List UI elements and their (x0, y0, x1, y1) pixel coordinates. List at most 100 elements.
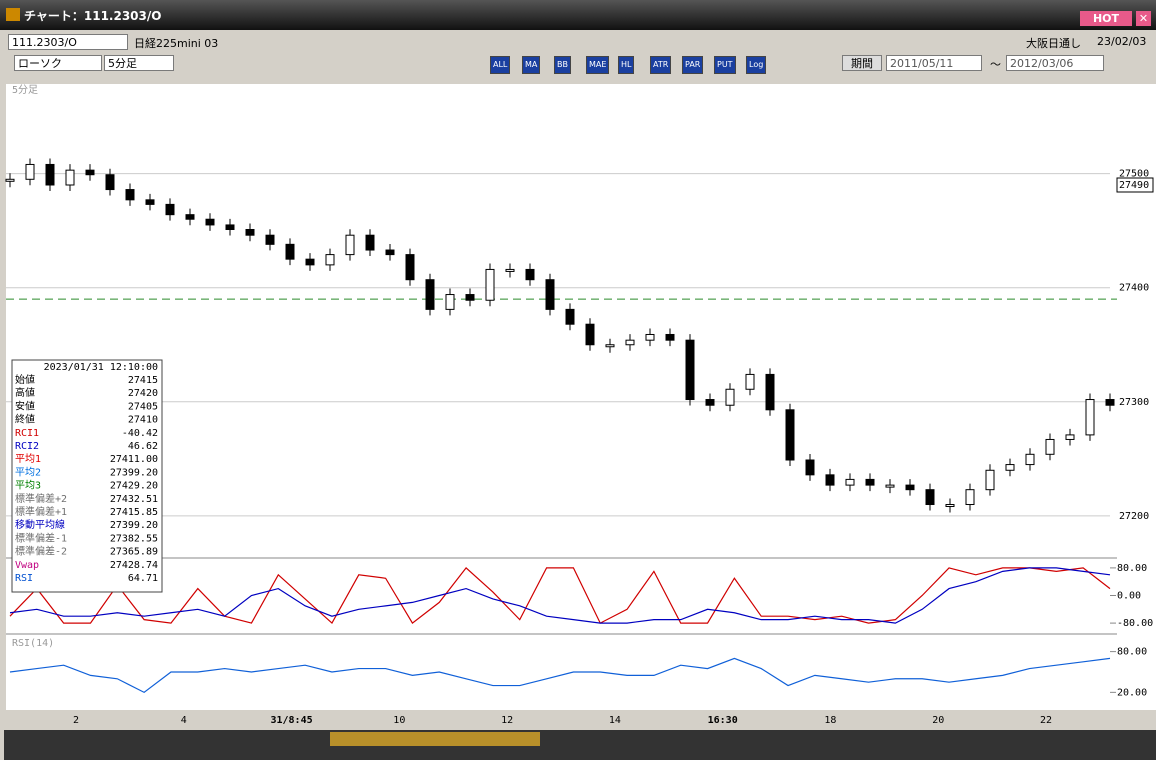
scrollbar (4, 730, 1156, 760)
rci1-line (9, 567, 1111, 625)
candle (605, 344, 615, 348)
date: 23/02/03 (1097, 35, 1147, 48)
info-value: 46.62 (128, 441, 158, 452)
symbol-field[interactable]: 111.2303/O (8, 34, 128, 50)
x-tick-label: 2 (73, 715, 79, 726)
info-value: 27428.74 (110, 560, 158, 571)
toolbar-icon[interactable]: PAR (682, 56, 704, 74)
toolbar-icon[interactable]: Log (746, 56, 767, 74)
candle (925, 489, 935, 506)
candle (5, 178, 15, 182)
plot-background (6, 84, 1117, 710)
info-value: 27411.00 (110, 454, 158, 465)
candle (1065, 434, 1075, 440)
info-value: 27405 (128, 401, 158, 412)
candle (945, 504, 955, 508)
toolbar-icon[interactable]: BB (554, 56, 571, 74)
candle (905, 484, 915, 491)
candle (425, 279, 435, 310)
candle (445, 294, 455, 310)
candle (105, 174, 115, 191)
y-tick-label: 27300 (1119, 397, 1149, 408)
candle (965, 489, 975, 506)
rci2-line (9, 567, 1111, 624)
y-tick-label: 27500 (1119, 169, 1149, 180)
x-tick-label: 31/8:45 (270, 715, 312, 726)
candle (645, 333, 655, 341)
info-value: 27432.51 (110, 494, 158, 505)
candle (25, 163, 35, 180)
candle (1025, 453, 1035, 466)
info-value: 27399.20 (110, 467, 158, 478)
candle (665, 333, 675, 341)
info-value: 27382.55 (110, 533, 158, 544)
candle (625, 339, 635, 346)
toolbar-icon[interactable]: MA (522, 56, 541, 74)
candle (465, 294, 475, 301)
tilde: ～ (990, 58, 1001, 71)
toolbar-icon[interactable]: ALL (490, 56, 511, 74)
candle (405, 254, 415, 281)
symbol-name: 日経225mini 03 (134, 37, 219, 50)
y-tick-label: 80.00 (1117, 563, 1147, 574)
candle (145, 199, 155, 205)
info-value: 27399.20 (110, 520, 158, 531)
period-button[interactable]: 期間 (842, 55, 882, 71)
info-value: 27429.20 (110, 481, 158, 492)
interval-select[interactable]: 5分足 (104, 55, 174, 71)
candle (865, 478, 875, 486)
candle (65, 169, 75, 186)
info-label: 標準偏差-1 (15, 531, 67, 544)
candle (985, 469, 995, 491)
to-date[interactable]: 2012/03/06 (1006, 55, 1104, 71)
candle (285, 243, 295, 260)
toolbar-icon[interactable]: HL (618, 56, 635, 74)
candle (1045, 438, 1055, 455)
from-date[interactable]: 2011/05/11 (886, 55, 982, 71)
toolbar-icon[interactable]: MAE (586, 56, 610, 74)
candle (85, 169, 95, 176)
hot-button[interactable]: HOT (1080, 11, 1132, 26)
info-label: 平均1 (15, 453, 41, 465)
candle (245, 228, 255, 236)
x-tick-label: 4 (181, 715, 187, 726)
candle (325, 254, 335, 266)
app-icon (6, 8, 20, 21)
candle (525, 268, 535, 281)
x-tick-label: 16:30 (708, 715, 738, 726)
info-panel-box (11, 359, 163, 593)
candle (305, 258, 315, 266)
panel-label: 5分足 (12, 84, 38, 96)
x-tick-label: 14 (609, 715, 621, 726)
scroll-thumb[interactable] (330, 732, 540, 746)
candle (785, 409, 795, 461)
y-tick-label: 80.00 (1117, 647, 1147, 658)
info-label: RCI1 (15, 428, 39, 439)
candle (725, 388, 735, 406)
info-label: Vwap (15, 560, 39, 571)
candle (745, 373, 755, 390)
info-label: 終値 (15, 413, 35, 426)
candle (1085, 399, 1095, 436)
title-bar: チャート：111.2303/O HOT ✕ (0, 0, 1156, 30)
info-value: 27415.85 (110, 507, 158, 518)
last-price-flag (1116, 177, 1154, 193)
toolbar-icon[interactable]: ATR (650, 56, 672, 74)
x-tick-label: 18 (824, 715, 836, 726)
close-button[interactable]: ✕ (1136, 11, 1151, 26)
candle (125, 189, 135, 201)
x-tick-label: 12 (501, 715, 513, 726)
info-panel: 2023/01/31 12:10:00 始値 27415 高値 27420 安値 27405… (11, 359, 163, 593)
info-datetime: 2023/01/31 12:10:00 (44, 362, 158, 373)
y-tick-label: -80.00 (1117, 618, 1153, 629)
last-price-label: 27490 (1119, 180, 1149, 191)
toolbar-icon[interactable]: PUT (714, 56, 736, 74)
candle (345, 234, 355, 256)
info-label: RCI2 (15, 441, 39, 452)
candle (885, 484, 895, 488)
candle (545, 279, 555, 310)
candle (185, 214, 195, 220)
candle (1005, 464, 1015, 471)
x-tick-label: 22 (1040, 715, 1052, 726)
chart-type-select[interactable]: ローソク (14, 55, 102, 71)
